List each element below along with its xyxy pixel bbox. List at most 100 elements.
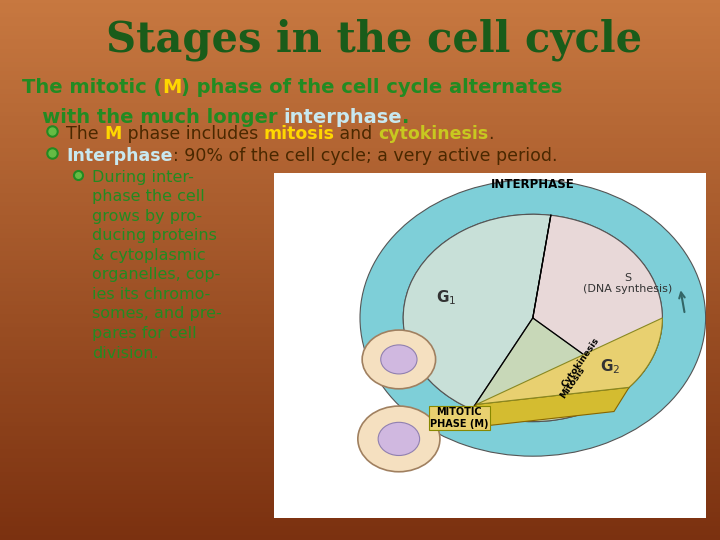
Bar <box>0 99 720 104</box>
Bar <box>0 301 720 306</box>
Bar <box>0 293 720 297</box>
Bar <box>0 360 720 364</box>
Bar <box>0 396 720 401</box>
Bar <box>0 436 720 441</box>
Bar <box>0 18 720 23</box>
Bar <box>0 153 720 158</box>
Bar <box>0 428 720 432</box>
Bar <box>0 77 720 81</box>
Text: G$_1$: G$_1$ <box>436 288 456 307</box>
Circle shape <box>358 406 440 472</box>
Bar <box>0 355 720 360</box>
Bar <box>0 185 720 189</box>
Bar <box>0 85 720 90</box>
Circle shape <box>381 345 417 374</box>
Bar <box>0 288 720 293</box>
Wedge shape <box>360 180 706 456</box>
Bar <box>0 414 720 418</box>
Text: Cytokinesis: Cytokinesis <box>560 335 601 389</box>
Bar <box>0 31 720 36</box>
Bar <box>0 270 720 274</box>
Bar <box>0 45 720 50</box>
Bar <box>0 94 720 99</box>
Bar <box>0 522 720 526</box>
Bar <box>0 333 720 338</box>
Text: Interphase: Interphase <box>66 147 173 165</box>
Bar <box>0 274 720 279</box>
Bar <box>0 513 720 517</box>
Bar <box>0 364 720 369</box>
Polygon shape <box>462 387 629 429</box>
Bar <box>0 387 720 392</box>
Bar <box>0 279 720 284</box>
Bar <box>0 239 720 243</box>
Bar <box>0 517 720 522</box>
Bar <box>0 500 720 504</box>
Text: The mitotic (: The mitotic ( <box>22 78 162 97</box>
Polygon shape <box>451 387 629 429</box>
Bar <box>0 252 720 256</box>
Circle shape <box>362 330 436 389</box>
Bar <box>0 243 720 247</box>
Bar <box>0 531 720 536</box>
Bar <box>0 198 720 202</box>
Bar <box>0 328 720 333</box>
Bar <box>0 14 720 18</box>
Bar <box>0 72 720 77</box>
Bar <box>0 409 720 414</box>
Bar <box>0 126 720 131</box>
Bar <box>0 310 720 315</box>
Text: M: M <box>162 78 181 97</box>
Bar <box>0 148 720 153</box>
Bar <box>0 378 720 382</box>
Bar <box>0 225 720 229</box>
Bar <box>0 90 720 94</box>
Bar <box>0 509 720 513</box>
Bar <box>0 131 720 135</box>
Bar <box>0 324 720 328</box>
Bar <box>0 58 720 63</box>
Bar <box>0 135 720 139</box>
Bar <box>0 401 720 405</box>
Text: mitosis: mitosis <box>264 125 335 143</box>
Bar <box>0 193 720 198</box>
Bar <box>0 216 720 220</box>
Bar <box>0 446 720 450</box>
Circle shape <box>378 422 420 456</box>
Bar <box>0 171 720 176</box>
Wedge shape <box>472 318 629 422</box>
Bar <box>0 455 720 459</box>
Bar <box>0 220 720 225</box>
Text: INTERPHASE: INTERPHASE <box>491 178 575 191</box>
Wedge shape <box>403 214 551 409</box>
Bar <box>0 40 720 45</box>
Text: The: The <box>66 125 104 143</box>
Bar <box>0 423 720 428</box>
Text: Mitosis: Mitosis <box>558 365 587 400</box>
Bar <box>0 144 720 148</box>
Bar <box>0 256 720 261</box>
Bar <box>0 482 720 486</box>
Text: .: . <box>488 125 494 143</box>
Bar <box>0 490 720 495</box>
Bar <box>0 463 720 468</box>
Bar <box>0 166 720 171</box>
Bar <box>0 81 720 85</box>
Bar <box>0 117 720 122</box>
Text: Stages in the cell cycle: Stages in the cell cycle <box>107 19 642 62</box>
Wedge shape <box>533 215 662 397</box>
Bar <box>0 450 720 455</box>
Bar <box>0 202 720 207</box>
Bar <box>0 369 720 374</box>
Bar <box>0 504 720 509</box>
Bar <box>0 104 720 108</box>
Bar <box>0 392 720 396</box>
Text: ) phase of the cell cycle alternates: ) phase of the cell cycle alternates <box>181 78 563 97</box>
Bar <box>0 342 720 347</box>
Bar <box>0 284 720 288</box>
Bar <box>0 247 720 252</box>
Bar <box>0 266 720 270</box>
Bar <box>0 297 720 301</box>
Bar <box>0 54 720 58</box>
Bar <box>0 234 720 239</box>
